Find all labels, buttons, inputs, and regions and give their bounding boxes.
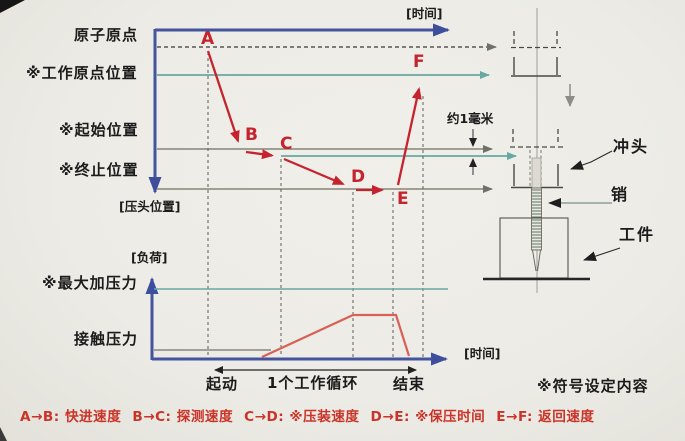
bottom-chart-axes <box>145 277 448 366</box>
legend-item-de: D→E: ※保压时间 <box>370 409 486 425</box>
cycle-label: 1个工作循环 <box>267 374 359 392</box>
legend-item-cd: C→D: ※压装速度 <box>244 409 360 425</box>
scan-corner-topleft <box>0 0 25 13</box>
segment-b-c <box>245 149 274 160</box>
pin-upper <box>531 157 542 189</box>
punch-leader <box>570 150 613 170</box>
punch-ghost-start <box>510 129 563 148</box>
press-head-motion-path <box>206 50 422 195</box>
top-time-axis-label: [时间] <box>406 6 443 21</box>
cycle-guide-dashed-verticals <box>207 52 424 357</box>
level-label-end: ※终止位置 <box>59 161 139 179</box>
level-label-work-origin: ※工作原点位置 <box>26 64 138 82</box>
cycle-end-label: 结束 <box>393 375 426 393</box>
punch-label: 冲头 <box>613 137 650 156</box>
max-pressure-label: ※最大加压力 <box>42 274 138 292</box>
footnote: ※符号设定内容 <box>537 377 649 395</box>
point-d: D <box>351 167 366 187</box>
top-chart-level-lines <box>157 43 517 193</box>
machine-sketch <box>469 8 621 293</box>
load-curve <box>261 313 411 358</box>
point-a: A <box>201 29 215 49</box>
workpiece-label: 工件 <box>619 225 656 244</box>
gap-note: 约1毫米 <box>447 111 494 126</box>
segment-c-d <box>283 157 345 186</box>
point-c: C <box>280 134 293 154</box>
punch-ghost-work-origin <box>511 57 561 77</box>
load-axis-label: [负荷] <box>131 250 168 265</box>
pin <box>531 187 542 251</box>
segment-a-b <box>206 50 240 143</box>
contact-pressure-label: 接触压力 <box>74 330 139 348</box>
position-axis-label: [压头位置] <box>119 199 181 214</box>
legend-item-bc: B→C: 探测速度 <box>132 409 234 425</box>
level-label-start: ※起始位置 <box>59 121 139 139</box>
legend-item-ef: E→F: 返回速度 <box>496 409 595 425</box>
top-chart-axes <box>148 23 450 194</box>
workpiece-leader <box>583 247 621 261</box>
scan-corner-bottomleft <box>0 427 7 441</box>
segment-e-f <box>396 87 422 186</box>
bottom-time-axis-label: [时间] <box>464 346 501 361</box>
point-e: E <box>397 189 409 209</box>
level-label-origin: 原子原点 <box>74 26 139 44</box>
pin-label: 销 <box>611 185 630 204</box>
legend-item-ab: A→B: 快进速度 <box>20 409 122 425</box>
point-b: B <box>245 125 258 145</box>
speed-legend: A→B: 快进速度 B→C: 探测速度 C→D: ※压装速度 D→E: ※保压时… <box>20 405 595 425</box>
pin-tip <box>532 249 541 272</box>
punch-ghost-origin <box>511 31 561 49</box>
point-f: F <box>413 52 425 72</box>
cycle-start-label: 起动 <box>206 375 239 393</box>
